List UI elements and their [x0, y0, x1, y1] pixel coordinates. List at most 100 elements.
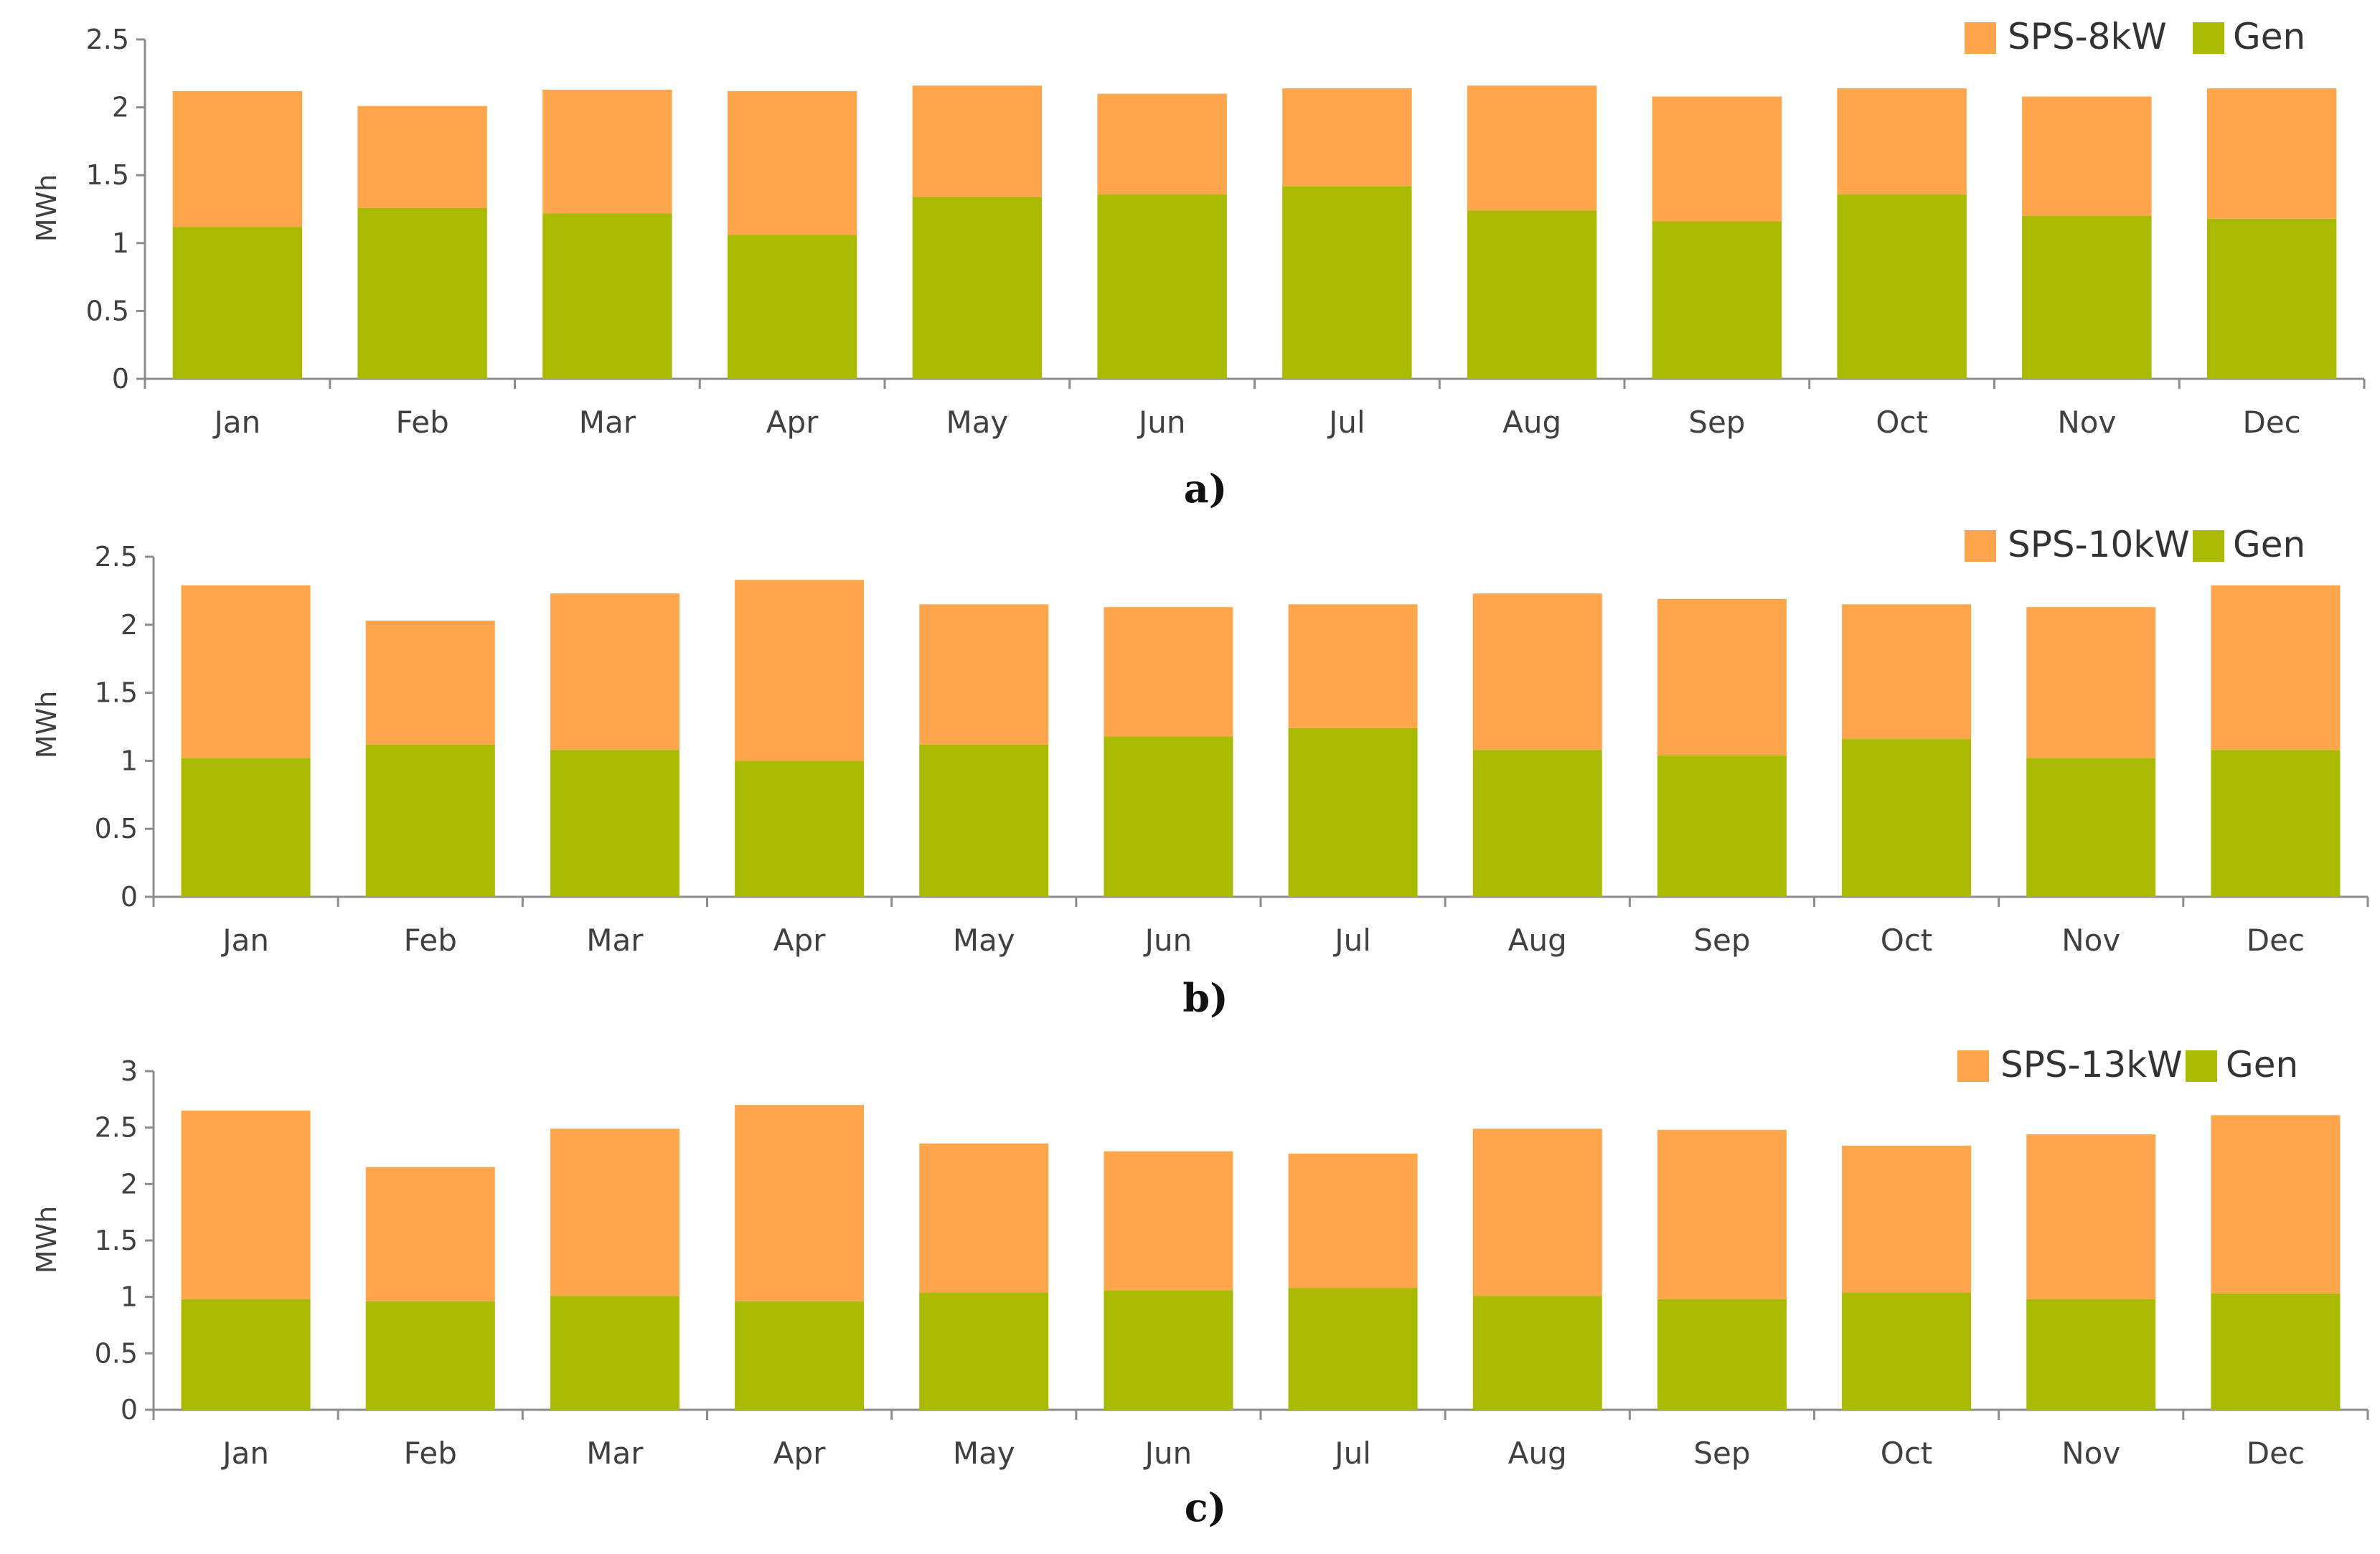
bar-sps-mar	[550, 1129, 679, 1296]
x-tick-label: Mar	[586, 923, 644, 958]
bar-sps-aug	[1472, 593, 1602, 750]
bar-gen-mar	[550, 750, 679, 897]
bar-sps-nov	[2026, 607, 2156, 758]
y-tick-label: 2	[121, 1168, 138, 1200]
bar-sps-dec	[2211, 1115, 2341, 1294]
bar-gen-apr	[727, 235, 857, 379]
bar-gen-oct	[1842, 739, 1972, 897]
legend-swatch-sps	[1965, 22, 1996, 54]
bar-sps-jul	[1282, 88, 1412, 187]
bar-sps-may	[912, 85, 1043, 197]
legend-label-sps: SPS-10kW	[2008, 524, 2190, 565]
x-tick-label: Apr	[773, 923, 826, 958]
y-tick-label: 1.5	[86, 159, 129, 191]
legend-label-gen: Gen	[2226, 1044, 2298, 1086]
panel-label: b)	[1182, 975, 1228, 1021]
y-tick-label: 0.5	[95, 1337, 138, 1369]
bar-sps-jan	[172, 90, 303, 227]
bar-sps-jun	[1097, 93, 1227, 194]
x-tick-label: Aug	[1508, 1436, 1567, 1471]
x-tick-label: Jan	[212, 405, 261, 440]
x-tick-label: Nov	[2061, 1436, 2120, 1471]
bar-gen-aug	[1467, 210, 1597, 379]
x-tick-label: Jun	[1137, 405, 1186, 440]
bar-sps-jul	[1288, 1153, 1418, 1289]
bar-sps-jul	[1288, 604, 1418, 728]
bar-gen-feb	[365, 1301, 495, 1410]
y-tick-label: 2	[112, 92, 129, 123]
bar-sps-apr	[735, 1105, 865, 1301]
bar-gen-dec	[2211, 1293, 2341, 1410]
bar-sps-mar	[550, 593, 679, 750]
bar-sps-may	[919, 1143, 1049, 1293]
x-tick-label: Apr	[773, 1436, 826, 1471]
bar-sps-dec	[2211, 585, 2341, 750]
y-axis-label: MWh	[31, 174, 62, 242]
legend-swatch-sps	[1965, 530, 1996, 562]
bar-gen-dec	[2211, 750, 2341, 897]
bar-sps-feb	[357, 105, 487, 208]
y-tick-label: 2	[121, 609, 138, 641]
x-tick-label: Nov	[2057, 405, 2116, 440]
y-tick-label: 3	[121, 1055, 138, 1087]
bar-gen-feb	[357, 207, 487, 379]
x-tick-label: Jul	[1332, 1436, 1371, 1471]
bar-sps-dec	[2206, 88, 2337, 219]
bar-sps-apr	[727, 90, 857, 235]
x-tick-label: Jan	[220, 923, 269, 958]
y-tick-label: 2.5	[86, 24, 129, 55]
bar-gen-feb	[365, 744, 495, 897]
bar-gen-jan	[181, 758, 311, 897]
x-tick-label: Apr	[766, 405, 819, 440]
bar-sps-jun	[1104, 607, 1233, 737]
bar-gen-may	[919, 1292, 1049, 1410]
x-tick-label: Jun	[1143, 1436, 1193, 1471]
bar-gen-apr	[735, 760, 865, 897]
y-tick-label: 0	[121, 881, 138, 913]
legend-label-sps: SPS-8kW	[2008, 16, 2167, 57]
bar-gen-jan	[181, 1299, 311, 1410]
x-tick-label: Feb	[395, 405, 448, 440]
bar-gen-jul	[1288, 1288, 1418, 1410]
bar-sps-jan	[181, 1111, 311, 1299]
x-tick-label: Jul	[1327, 405, 1365, 440]
y-tick-label: 2.5	[95, 541, 138, 573]
bar-sps-apr	[735, 580, 865, 761]
x-tick-label: Dec	[2247, 1436, 2305, 1471]
x-tick-label: Sep	[1693, 923, 1750, 958]
x-tick-label: Sep	[1693, 1436, 1750, 1471]
x-tick-label: Mar	[586, 1436, 644, 1471]
bar-sps-nov	[2026, 1134, 2156, 1299]
panel-label: c)	[1185, 1484, 1226, 1530]
bar-sps-mar	[542, 90, 672, 214]
y-tick-label: 0	[121, 1394, 138, 1426]
x-tick-label: Oct	[1876, 405, 1928, 440]
legend-swatch-gen	[2186, 1050, 2217, 1082]
bar-gen-jun	[1097, 194, 1227, 379]
y-tick-label: 1	[112, 227, 129, 259]
x-tick-label: Feb	[404, 923, 457, 958]
x-tick-label: Nov	[2061, 923, 2120, 958]
bar-sps-jan	[181, 585, 311, 758]
bar-gen-oct	[1842, 1292, 1972, 1410]
x-tick-label: Jul	[1332, 923, 1371, 958]
y-tick-label: 1	[121, 1281, 138, 1313]
y-tick-label: 0.5	[95, 813, 138, 844]
bar-gen-dec	[2206, 218, 2337, 379]
x-tick-label: Feb	[404, 1436, 457, 1471]
bar-gen-may	[919, 744, 1049, 897]
chart-panel-1: 0 0.5 1 1.5 2 2.5 MWh Jan Feb Mar Apr May Jun Jul Aug S…	[31, 16, 2366, 512]
bar-sps-feb	[365, 1167, 495, 1301]
bar-gen-sep	[1657, 755, 1787, 897]
legend-swatch-gen	[2193, 530, 2224, 562]
x-tick-label: Aug	[1508, 923, 1567, 958]
bar-gen-jun	[1104, 1290, 1233, 1410]
legend-label-gen: Gen	[2233, 524, 2305, 565]
x-tick-label: Aug	[1502, 405, 1561, 440]
bar-gen-oct	[1837, 194, 1967, 379]
bar-sps-nov	[2022, 96, 2152, 216]
x-tick-label: May	[946, 405, 1008, 440]
x-tick-label: Oct	[1881, 1436, 1933, 1471]
bar-gen-jan	[172, 227, 303, 379]
